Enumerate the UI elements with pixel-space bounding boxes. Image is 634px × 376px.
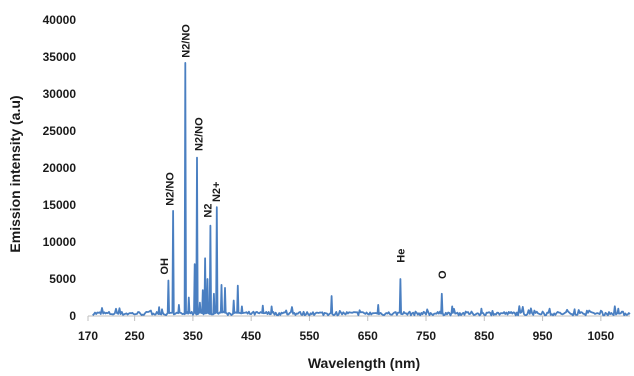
x-tick-label: 170: [78, 329, 98, 343]
y-tick-label: 25000: [43, 124, 77, 138]
y-tick-label: 0: [69, 309, 76, 323]
y-tick-label: 5000: [49, 272, 76, 286]
x-axis-ticks: 170 250 350 450 550 650 750 850 950 1050: [78, 316, 615, 343]
peak-annotation-label: He: [395, 249, 407, 263]
peak-annotation-label: N2: [202, 204, 214, 218]
peak-annotation-label: N2/NO: [165, 172, 177, 206]
x-tick-label: 550: [299, 329, 319, 343]
peak-annotation-label: O: [437, 270, 449, 279]
series-group: [92, 62, 631, 317]
y-tick-label: 35000: [43, 50, 77, 64]
y-tick-label: 40000: [43, 13, 77, 27]
peak-annotation-label: N2/NO: [180, 24, 192, 58]
spectrum-series-line: [92, 62, 631, 317]
x-tick-label: 950: [533, 329, 553, 343]
y-tick-label: 10000: [43, 235, 77, 249]
x-tick-label: 750: [416, 329, 436, 343]
y-axis-ticks: 0 5000 10000 15000 20000 25000 30000 35000 40000: [43, 13, 77, 323]
y-tick-label: 30000: [43, 87, 77, 101]
peak-annotation-label: OH: [159, 258, 171, 275]
x-tick-label: 250: [125, 329, 145, 343]
x-tick-label: 450: [241, 329, 261, 343]
y-tick-label: 15000: [43, 198, 77, 212]
x-tick-label: 650: [358, 329, 378, 343]
peak-annotation-label: N2/NO: [194, 117, 206, 151]
y-axis-title: Emission intensity (a.u): [7, 95, 23, 252]
y-tick-label: 20000: [43, 161, 77, 175]
x-tick-label: 850: [474, 329, 494, 343]
x-axis-title: Wavelength (nm): [308, 355, 420, 371]
peak-annotation-label: N2+: [211, 182, 223, 203]
x-tick-label: 350: [183, 329, 203, 343]
x-tick-label: 1050: [588, 329, 615, 343]
